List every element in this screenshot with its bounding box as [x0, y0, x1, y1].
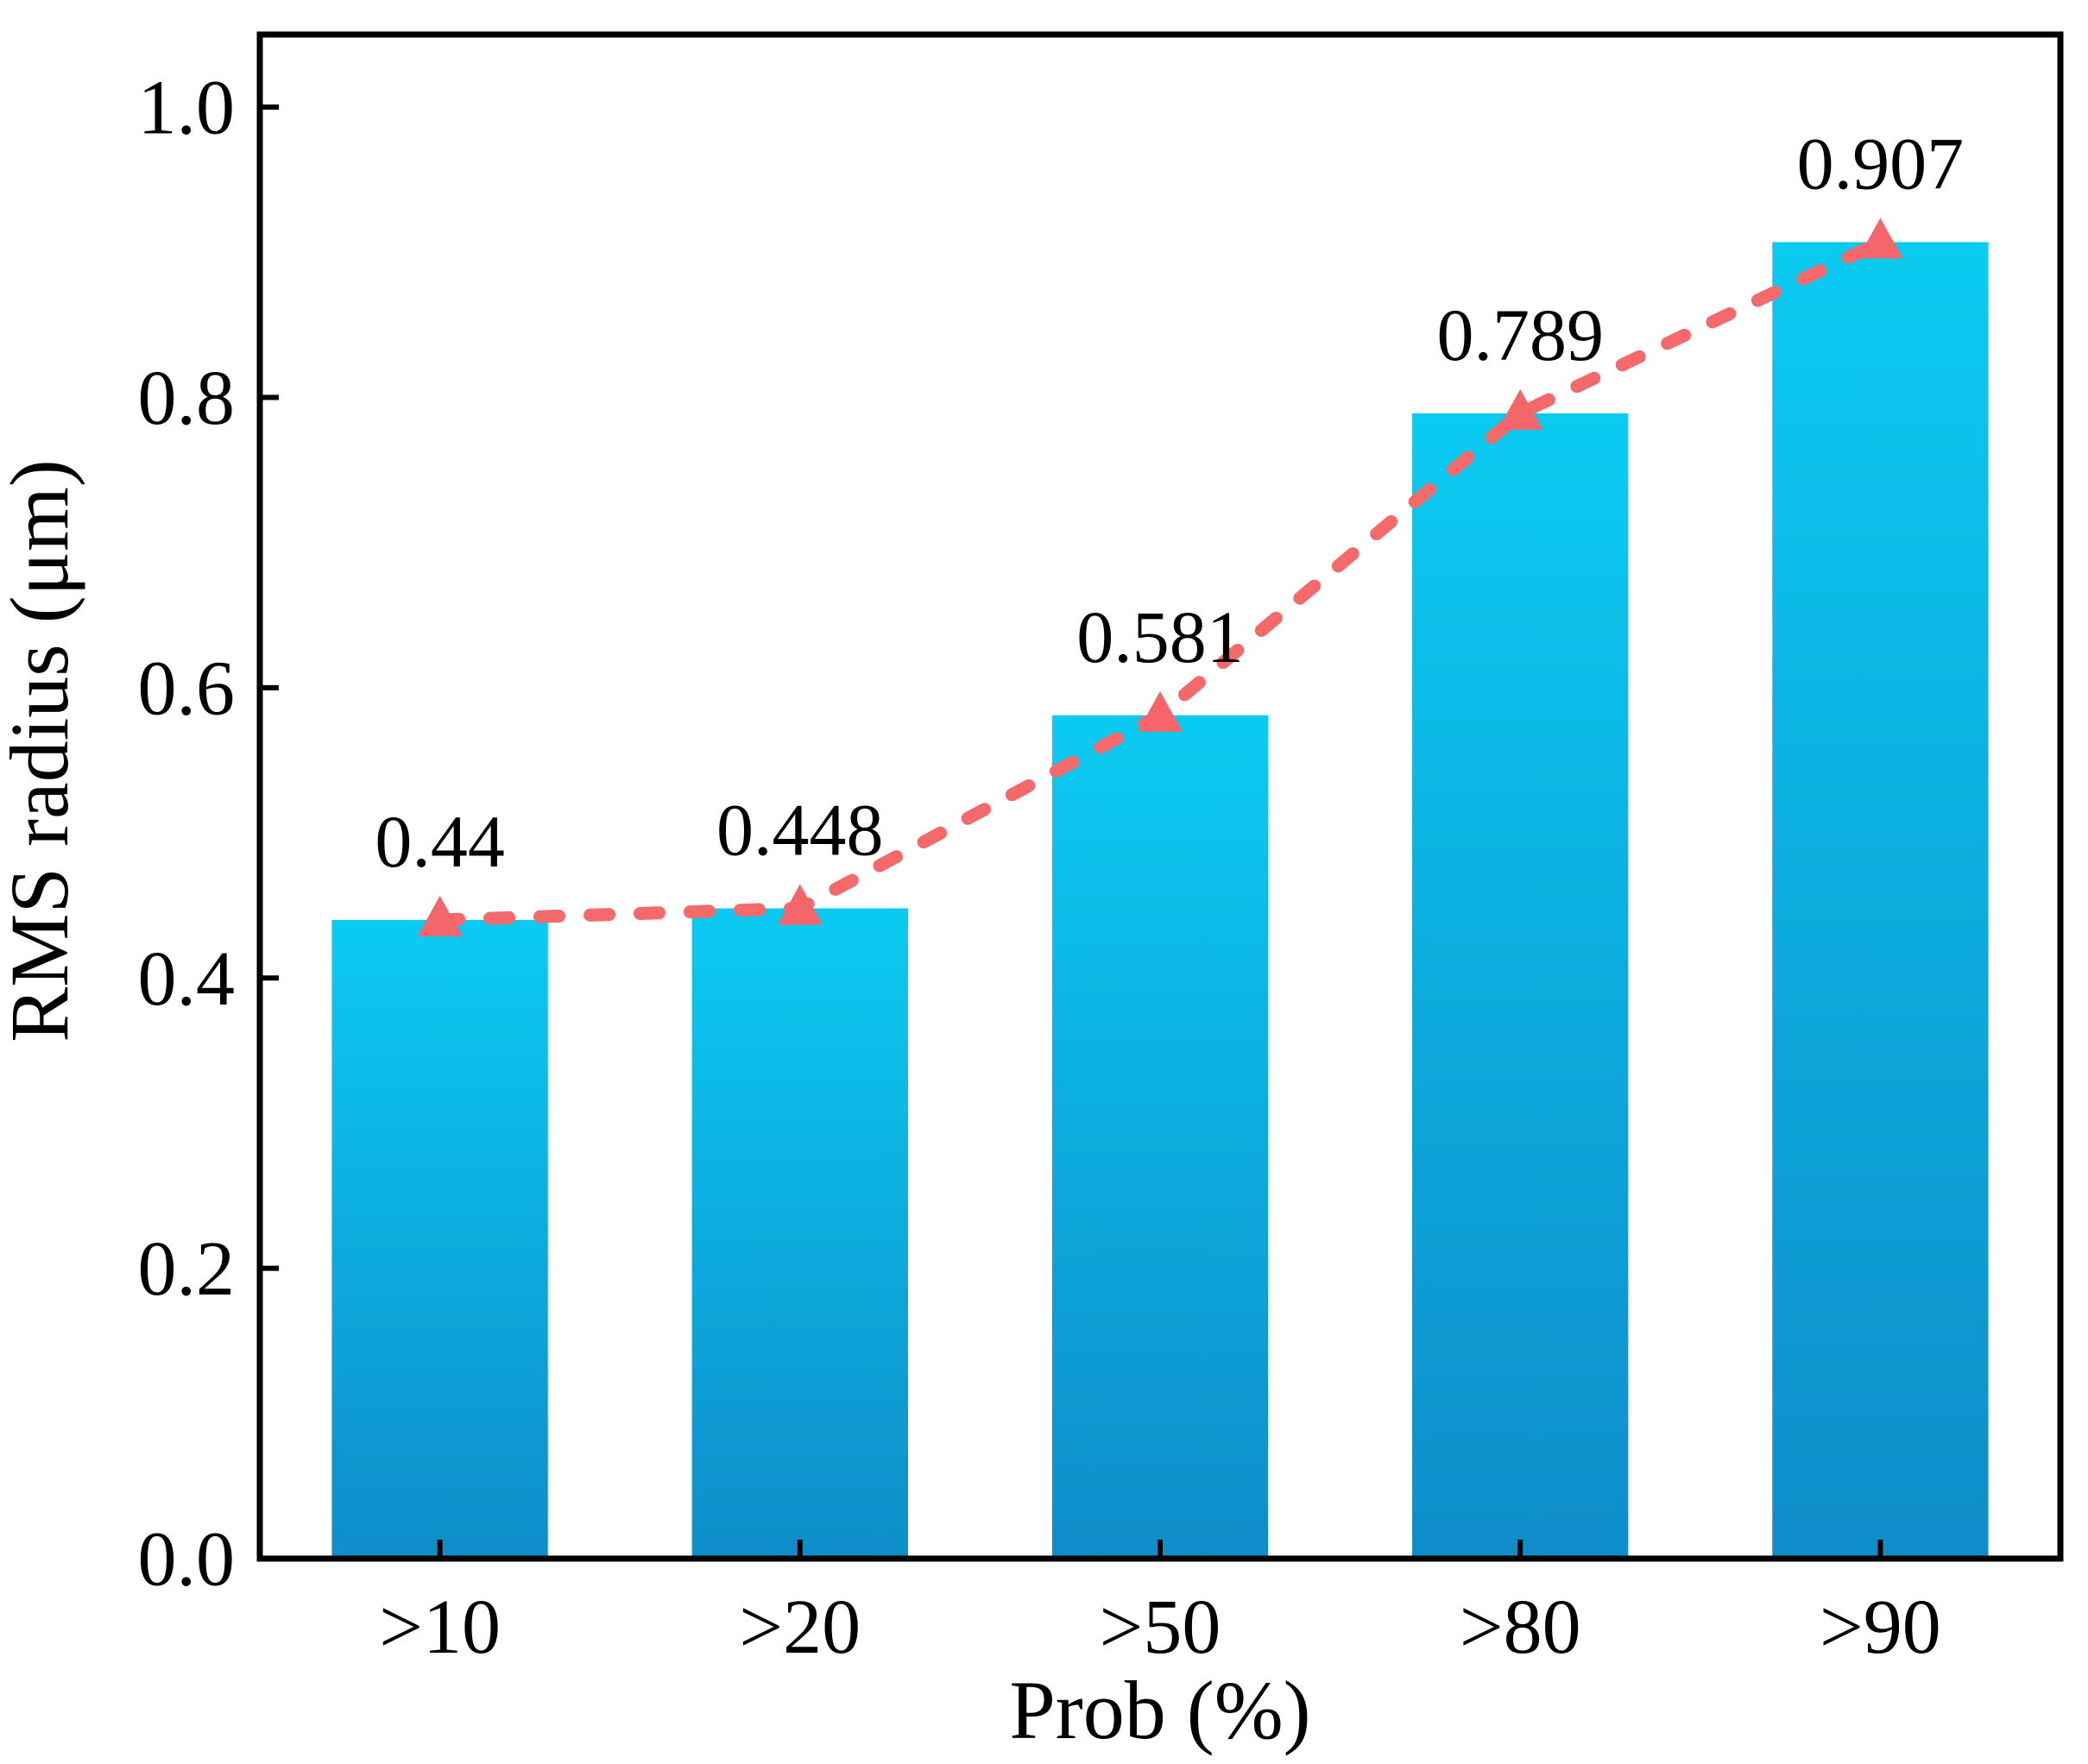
triangle-marker	[1498, 388, 1543, 430]
x-tick-label: >80	[1460, 1584, 1581, 1670]
bar->20	[691, 908, 908, 1559]
triangle-marker	[1138, 690, 1183, 732]
x-axis-title: Prob (%)	[1009, 1664, 1310, 1756]
x-tick-label: >50	[1100, 1584, 1221, 1670]
triangle-marker	[417, 895, 463, 936]
data-label: 0.789	[1436, 293, 1604, 376]
data-label: 0.907	[1797, 123, 1965, 205]
y-axis-title: RMS radius (μm)	[0, 459, 85, 1042]
data-label: 0.581	[1076, 595, 1244, 678]
data-label: 0.44	[375, 800, 505, 883]
y-tick-label: 0.8	[138, 356, 236, 441]
y-tick-label: 1.0	[138, 66, 236, 151]
triangle-marker	[777, 884, 823, 925]
bar->10	[331, 919, 548, 1559]
y-tick-label: 0.6	[138, 646, 236, 731]
x-tick-label: >10	[379, 1584, 501, 1670]
y-tick-label: 0.2	[138, 1226, 236, 1312]
bar->50	[1051, 715, 1269, 1559]
triangle-marker	[1858, 217, 1903, 259]
y-tick-label: 0.4	[138, 936, 236, 1022]
x-tick-label: >90	[1820, 1584, 1941, 1670]
y-tick-label: 0.0	[138, 1517, 236, 1603]
bar->80	[1412, 413, 1629, 1559]
x-tick-label: >20	[739, 1584, 861, 1670]
bar->90	[1772, 242, 1989, 1559]
data-label: 0.448	[716, 789, 884, 872]
